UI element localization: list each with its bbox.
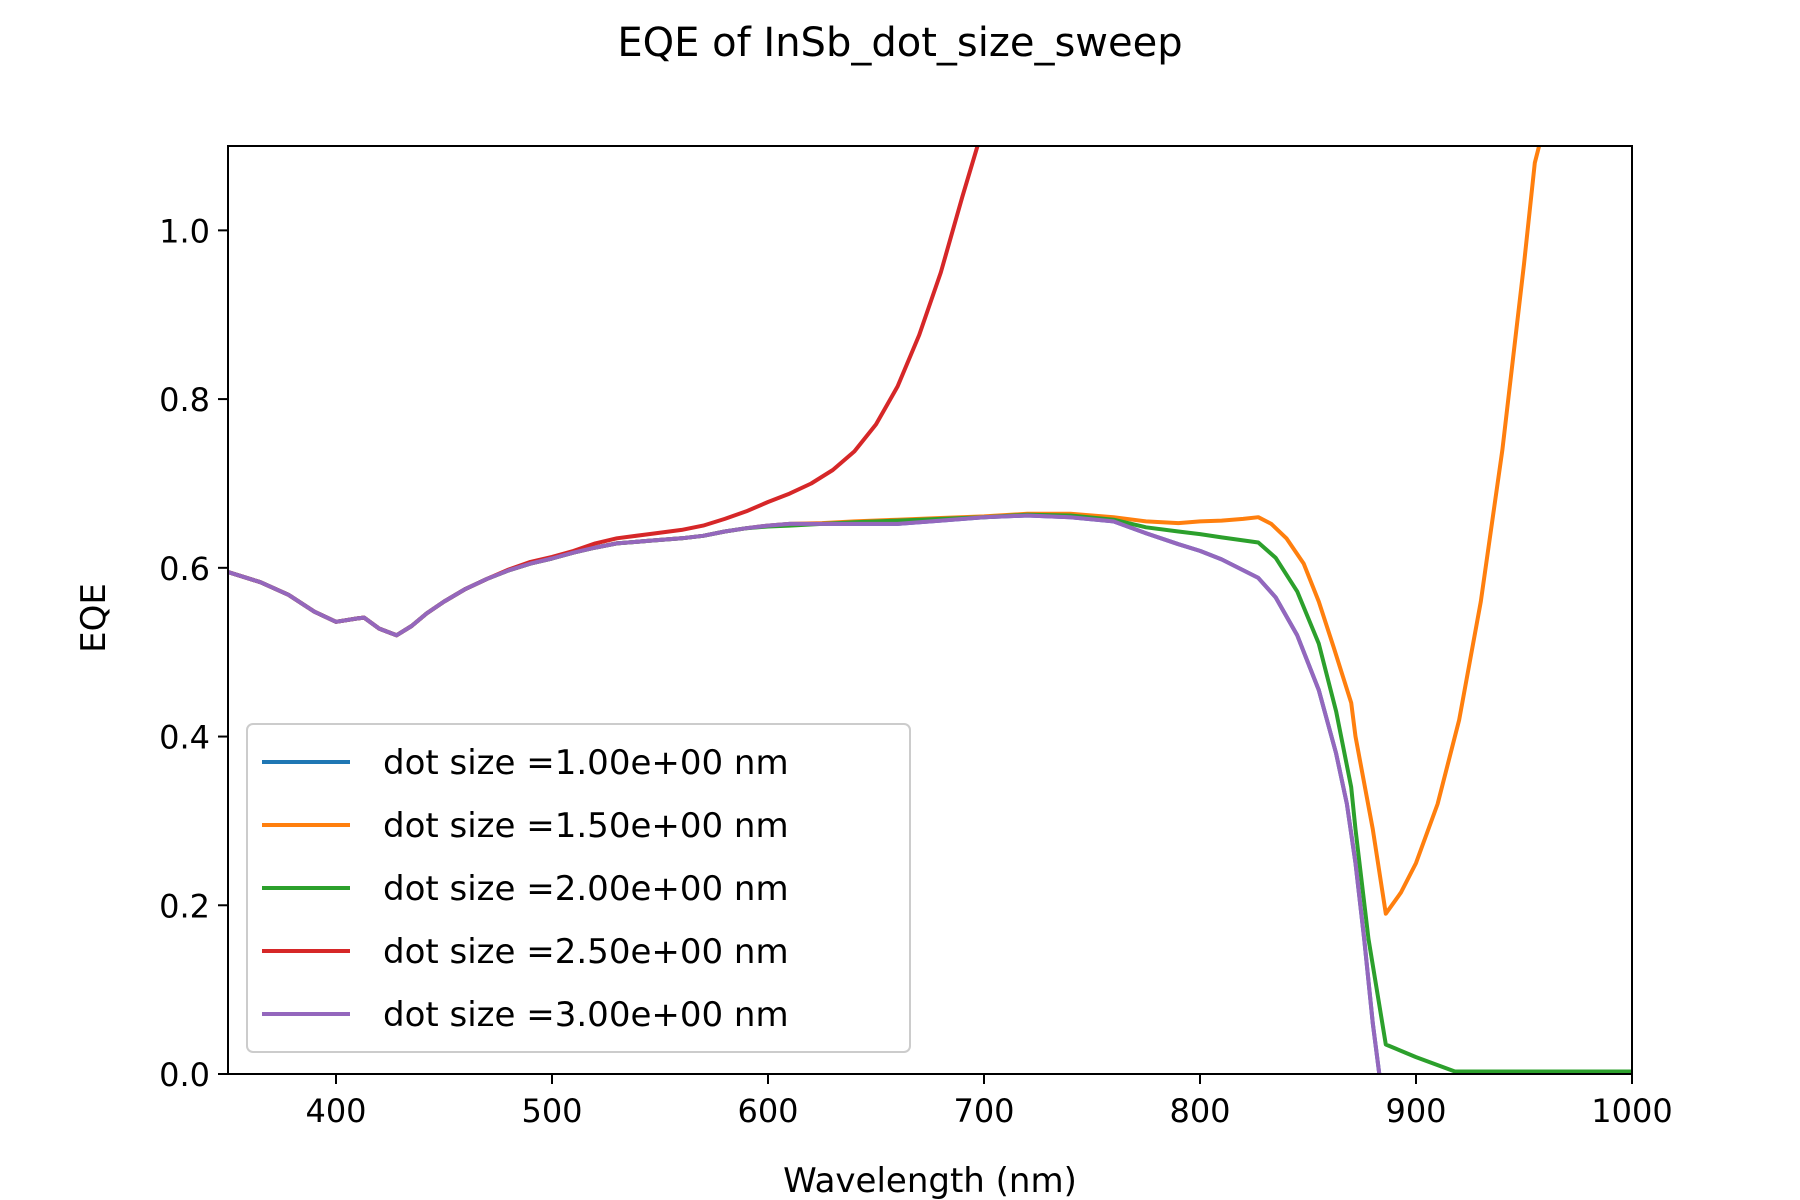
plot-frame bbox=[227, 145, 1633, 1075]
x-axis-label: Wavelength (nm) bbox=[783, 1161, 1077, 1200]
x-tick-label: 800 bbox=[1169, 1092, 1230, 1130]
y-tick-label: 0.8 bbox=[159, 381, 210, 419]
y-tick-label: 0.6 bbox=[159, 550, 210, 588]
series-line-5 bbox=[228, 513, 1382, 1074]
y-tick-label: 0.0 bbox=[159, 1056, 210, 1094]
y-axis: 0.0 0.2 0.4 0.6 0.8 1.0 bbox=[159, 212, 228, 1094]
legend-label: dot size =2.50e+00 nm bbox=[383, 932, 789, 972]
legend-label: dot size =2.00e+00 nm bbox=[383, 869, 789, 909]
x-tick-label: 700 bbox=[953, 1092, 1014, 1130]
x-tick-label: 900 bbox=[1385, 1092, 1446, 1130]
y-axis-label: EQE bbox=[74, 583, 114, 653]
x-axis: 400 500 600 700 800 900 1000 bbox=[305, 1074, 1673, 1130]
x-tick-label: 500 bbox=[521, 1092, 582, 1130]
legend-items: dot size =1.00e+00 nm dot size =1.50e+00 … bbox=[262, 743, 789, 1035]
chart-title: EQE of InSb_dot_size_sweep bbox=[617, 20, 1182, 66]
legend-label: dot size =3.00e+00 nm bbox=[383, 995, 789, 1035]
x-tick-label: 1000 bbox=[1591, 1092, 1672, 1130]
x-tick-label: 600 bbox=[737, 1092, 798, 1130]
y-tick-label: 0.4 bbox=[159, 719, 210, 757]
series-layer bbox=[228, 146, 1632, 1074]
legend-label: dot size =1.00e+00 nm bbox=[383, 743, 789, 783]
x-tick-label: 400 bbox=[305, 1092, 366, 1130]
legend-label: dot size =1.50e+00 nm bbox=[383, 806, 789, 846]
y-tick-label: 1.0 bbox=[159, 212, 210, 250]
legend-frame bbox=[246, 723, 911, 1053]
y-tick-label: 0.2 bbox=[159, 887, 210, 925]
legend: dot size =1.00e+00 nm dot size =1.50e+00 … bbox=[246, 723, 911, 1053]
